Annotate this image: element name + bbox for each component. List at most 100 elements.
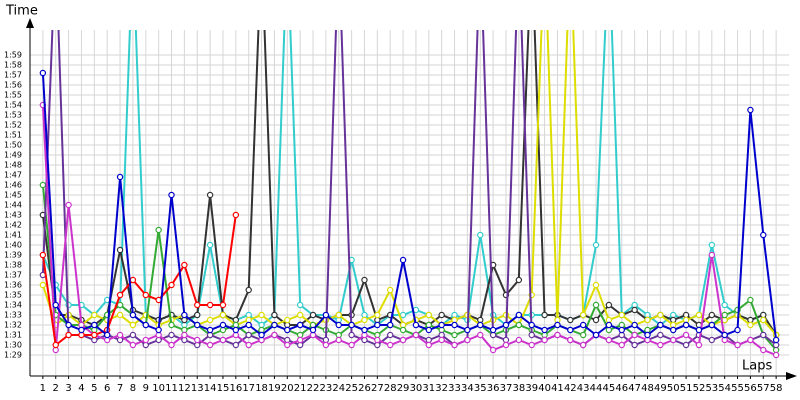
lap-marker xyxy=(129,321,137,329)
series-line xyxy=(41,214,237,347)
x-tick-label: 38 xyxy=(512,383,525,394)
tick-labels: 1:291:301:311:321:331:341:351:361:371:38… xyxy=(4,51,783,395)
lap-marker xyxy=(335,311,342,319)
x-tick-label: 40 xyxy=(538,383,551,394)
x-axis-title: Laps xyxy=(742,359,772,374)
lap-marker xyxy=(438,321,445,329)
y-tick-label: 1:38 xyxy=(4,261,22,270)
lap-marker xyxy=(438,336,445,344)
lap-marker xyxy=(541,311,548,319)
y-tick-label: 1:46 xyxy=(4,181,22,190)
x-tick-label: 21 xyxy=(294,383,307,394)
lap-marker xyxy=(335,321,342,329)
lap-marker xyxy=(116,301,124,309)
y-tick-label: 1:54 xyxy=(4,101,22,110)
x-tick-label: 29 xyxy=(397,383,410,394)
lap-marker xyxy=(605,301,613,309)
x-tick-label: 35 xyxy=(474,383,487,394)
lap-marker xyxy=(708,321,716,329)
lap-marker xyxy=(361,276,368,284)
lap-marker xyxy=(284,316,291,324)
lap-marker xyxy=(631,341,638,349)
lap-marker xyxy=(670,326,677,334)
y-tick-label: 1:44 xyxy=(4,201,22,210)
lap-marker xyxy=(284,341,291,349)
lap-marker xyxy=(168,341,175,349)
lap-marker xyxy=(644,331,651,339)
lap-marker xyxy=(708,311,716,319)
lap-marker xyxy=(760,346,767,354)
lap-marker xyxy=(296,336,304,344)
lap-marker xyxy=(194,321,201,329)
lap-marker xyxy=(438,311,445,319)
x-tick-label: 58 xyxy=(770,383,783,394)
y-tick-label: 1:37 xyxy=(4,271,22,280)
lap-marker xyxy=(322,341,330,349)
lap-marker xyxy=(387,331,394,339)
lap-marker xyxy=(695,341,703,349)
y-tick-label: 1:55 xyxy=(4,91,22,100)
lap-marker xyxy=(335,336,342,344)
y-tick-label: 1:57 xyxy=(4,71,22,80)
lap-marker xyxy=(39,181,47,189)
y-tick-label: 1:31 xyxy=(4,331,22,340)
lap-marker xyxy=(489,346,497,354)
x-tick-label: 3 xyxy=(65,383,71,394)
x-tick-label: 13 xyxy=(191,383,204,394)
x-tick-label: 22 xyxy=(307,383,320,394)
x-tick-label: 30 xyxy=(410,383,423,394)
lap-marker xyxy=(129,311,137,319)
lap-marker xyxy=(541,336,548,344)
lap-marker xyxy=(322,311,330,319)
lap-marker xyxy=(399,326,407,334)
lap-marker xyxy=(592,241,600,249)
x-tick-label: 43 xyxy=(577,383,590,394)
lap-marker xyxy=(284,326,291,334)
lap-marker xyxy=(374,311,381,319)
lap-marker xyxy=(425,311,432,319)
y-tick-label: 1:48 xyxy=(4,161,22,170)
x-tick-label: 45 xyxy=(603,383,616,394)
lap-marker xyxy=(387,286,394,294)
y-tick-label: 1:59 xyxy=(4,51,22,60)
x-tick-label: 24 xyxy=(332,383,345,394)
lap-marker xyxy=(515,336,523,344)
lap-marker xyxy=(271,321,278,329)
lap-marker xyxy=(309,311,317,319)
lap-marker xyxy=(91,321,98,329)
lap-marker xyxy=(361,316,368,324)
lap-marker xyxy=(605,336,613,344)
y-tick-label: 1:35 xyxy=(4,291,22,300)
lap-marker xyxy=(219,336,227,344)
lap-marker xyxy=(528,321,535,329)
lap-marker xyxy=(52,301,59,309)
lap-marker xyxy=(541,326,548,334)
y-tick-label: 1:30 xyxy=(4,341,22,350)
lap-marker xyxy=(206,301,214,309)
lap-marker xyxy=(245,341,252,349)
lap-marker xyxy=(232,326,240,334)
lap-marker xyxy=(399,256,407,264)
lap-marker xyxy=(721,331,728,339)
lap-marker xyxy=(631,321,638,329)
x-tick-label: 15 xyxy=(217,383,230,394)
lap-marker xyxy=(451,331,458,339)
lap-marker xyxy=(142,336,149,344)
y-tick-label: 1:52 xyxy=(4,121,22,130)
x-tick-label: 55 xyxy=(731,383,744,394)
lap-marker xyxy=(451,341,458,349)
lap-marker xyxy=(477,321,484,329)
y-tick-label: 1:56 xyxy=(4,81,22,90)
lap-marker xyxy=(657,331,664,339)
lap-marker xyxy=(464,336,471,344)
lap-marker xyxy=(258,311,265,319)
lap-marker xyxy=(592,281,600,289)
lap-marker xyxy=(657,341,664,349)
x-tick-label: 19 xyxy=(268,383,281,394)
lap-marker xyxy=(387,341,394,349)
lap-marker xyxy=(425,326,432,334)
y-tick-label: 1:39 xyxy=(4,251,22,260)
lap-marker xyxy=(528,331,535,339)
x-tick-label: 28 xyxy=(384,383,397,394)
lap-marker xyxy=(695,311,703,319)
